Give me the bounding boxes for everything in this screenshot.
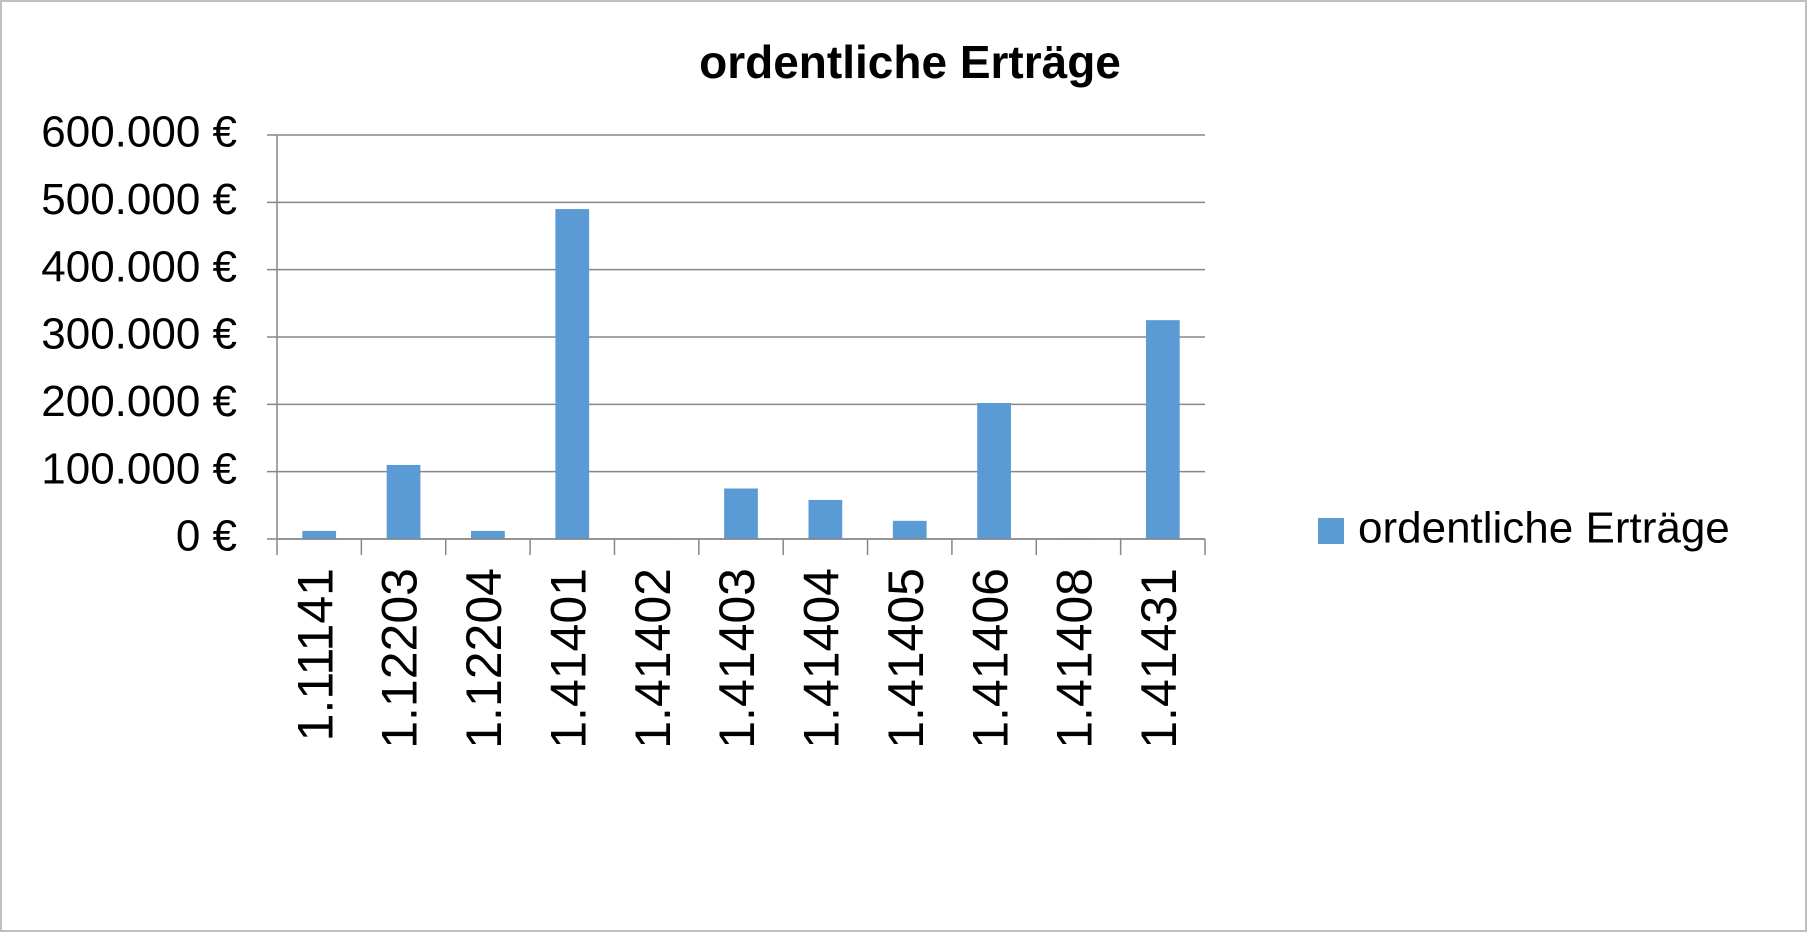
y-tick-label: 400.000 € bbox=[41, 242, 237, 291]
x-tick-label: 1.41401 bbox=[540, 568, 596, 749]
y-tick-label: 200.000 € bbox=[41, 377, 237, 426]
x-tick-label: 1.41404 bbox=[794, 568, 850, 749]
y-tick-label: 500.000 € bbox=[41, 175, 237, 224]
x-tick-label: 1.41402 bbox=[625, 568, 681, 749]
x-tick-label: 1.41406 bbox=[962, 568, 1018, 749]
legend-swatch bbox=[1318, 518, 1344, 544]
bar bbox=[386, 464, 421, 539]
y-tick-label: 100.000 € bbox=[41, 444, 237, 493]
legend-label: ordentliche Erträge bbox=[1358, 504, 1730, 553]
chart-title: ordentliche Erträge bbox=[699, 36, 1121, 88]
x-tick-label: 1.11141 bbox=[287, 568, 343, 741]
bar bbox=[302, 530, 337, 539]
x-tick-label: 1.12203 bbox=[372, 568, 428, 749]
y-tick-label: 0 € bbox=[176, 512, 237, 561]
y-tick-label: 300.000 € bbox=[41, 310, 237, 359]
bar bbox=[1145, 320, 1180, 539]
y-tick-label: 600.000 € bbox=[41, 108, 237, 157]
x-tick-label: 1.41405 bbox=[878, 568, 934, 749]
bar bbox=[555, 209, 590, 540]
bar bbox=[808, 499, 843, 539]
x-tick-label: 1.12204 bbox=[456, 568, 512, 749]
x-tick-label: 1.41431 bbox=[1131, 568, 1187, 749]
x-tick-label: 1.41403 bbox=[709, 568, 765, 749]
bar bbox=[977, 402, 1011, 539]
x-tick-label: 1.41408 bbox=[1047, 568, 1103, 749]
bar bbox=[471, 530, 505, 539]
bar bbox=[892, 520, 927, 539]
bar bbox=[724, 488, 758, 539]
